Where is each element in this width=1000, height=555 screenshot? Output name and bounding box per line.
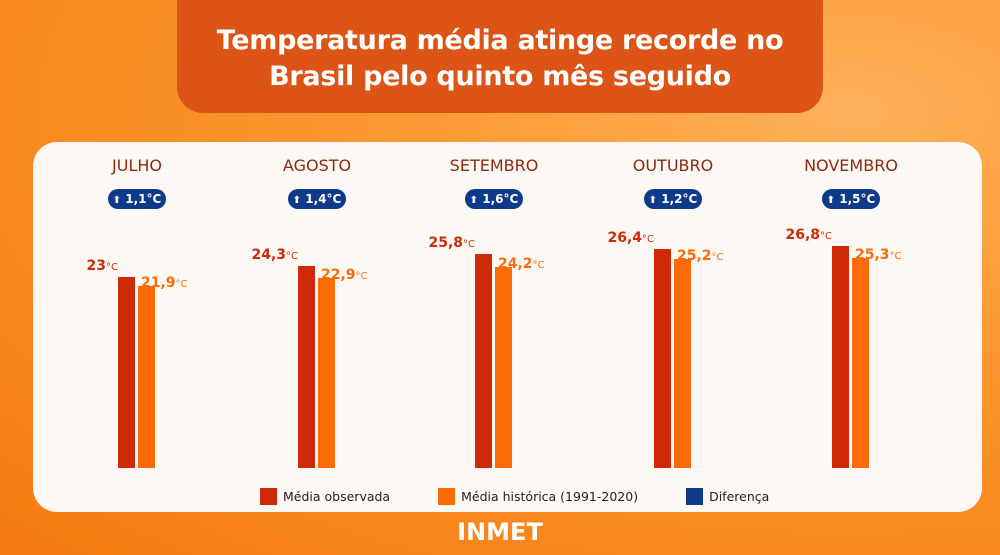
difference-value: 1,2°C bbox=[657, 192, 698, 206]
unit-label: °C bbox=[889, 251, 902, 262]
historical-value-label: 22,9°C bbox=[321, 266, 368, 283]
legend: Média observada Média histórica (1991-202… bbox=[260, 488, 817, 505]
observed-bar bbox=[118, 277, 135, 468]
unit-label: °C bbox=[532, 260, 545, 272]
difference-value: 1,5°C bbox=[835, 192, 876, 206]
historical-value-label: 25,3°C bbox=[855, 247, 902, 263]
legend-label: Média histórica (1991-2020) bbox=[461, 489, 639, 504]
difference-badge: ⬆ 1,4°C bbox=[288, 189, 346, 209]
historical-value-label: 24,2°C bbox=[498, 256, 545, 273]
observed-value-label: 25,8°C bbox=[428, 234, 475, 251]
unit-label: °C bbox=[106, 262, 118, 274]
legend-label: Média observada bbox=[283, 489, 391, 504]
legend-item: Diferença bbox=[686, 488, 769, 505]
unit-label: °C bbox=[711, 251, 724, 263]
legend-swatch bbox=[260, 488, 277, 505]
inmet-logo: INMET bbox=[457, 518, 543, 546]
arrow-up-icon: ⬆ bbox=[112, 195, 122, 206]
observed-value-label: 26,4°C bbox=[607, 229, 654, 246]
month-label: SETEMBRO bbox=[449, 156, 539, 175]
difference-badge: ⬆ 1,1°C bbox=[108, 189, 166, 209]
unit-label: °C bbox=[286, 251, 298, 263]
month-label: OUTUBRO bbox=[632, 156, 714, 175]
legend-item: Média histórica (1991-2020) bbox=[438, 488, 638, 505]
historical-bar bbox=[138, 286, 155, 468]
unit-label: °C bbox=[355, 270, 368, 282]
observed-bar bbox=[475, 253, 492, 468]
historical-bar bbox=[674, 258, 691, 468]
difference-badge: ⬆ 1,5°C bbox=[822, 189, 880, 209]
historical-bar bbox=[495, 267, 512, 468]
chart-card: JULHO ⬆ 1,1°C 23°C 21,9°C AGOSTO ⬆ 1,4°C 24,3°… bbox=[33, 142, 982, 512]
month-label: NOVEMBRO bbox=[804, 156, 898, 175]
arrow-up-icon: ⬆ bbox=[826, 195, 836, 206]
observed-value-label: 24,3°C bbox=[251, 247, 298, 264]
arrow-up-icon: ⬆ bbox=[469, 195, 479, 206]
month-label: JULHO bbox=[112, 156, 162, 175]
title-banner: Temperatura média atinge recorde no Bras… bbox=[177, 0, 823, 113]
arrow-up-icon: ⬆ bbox=[292, 195, 302, 206]
difference-value: 1,6°C bbox=[478, 192, 519, 206]
historical-bar bbox=[318, 277, 335, 468]
arrow-up-icon: ⬆ bbox=[648, 195, 658, 206]
legend-swatch bbox=[686, 488, 704, 505]
month-label: AGOSTO bbox=[282, 156, 352, 175]
historical-bar bbox=[852, 258, 869, 468]
difference-value: 1,1°C bbox=[121, 192, 162, 206]
observed-bar bbox=[832, 245, 849, 468]
legend-item: Média observada bbox=[260, 488, 390, 505]
unit-label: °C bbox=[463, 238, 475, 250]
legend-label: Diferença bbox=[709, 489, 770, 504]
chart-title: Temperatura média atinge recorde no Bras… bbox=[216, 24, 784, 92]
historical-value-label: 21,9°C bbox=[141, 275, 188, 292]
historical-value-label: 25,2°C bbox=[677, 247, 724, 264]
difference-value: 1,4°C bbox=[301, 192, 342, 206]
unit-label: °C bbox=[820, 230, 832, 242]
unit-label: °C bbox=[642, 233, 654, 245]
observed-bar bbox=[298, 266, 315, 468]
observed-value-label: 23°C bbox=[86, 258, 118, 275]
legend-swatch bbox=[438, 488, 456, 505]
unit-label: °C bbox=[175, 279, 188, 291]
observed-value-label: 26,8°C bbox=[785, 226, 832, 243]
observed-bar bbox=[654, 248, 671, 468]
difference-badge: ⬆ 1,2°C bbox=[644, 189, 702, 209]
difference-badge: ⬆ 1,6°C bbox=[465, 189, 523, 209]
